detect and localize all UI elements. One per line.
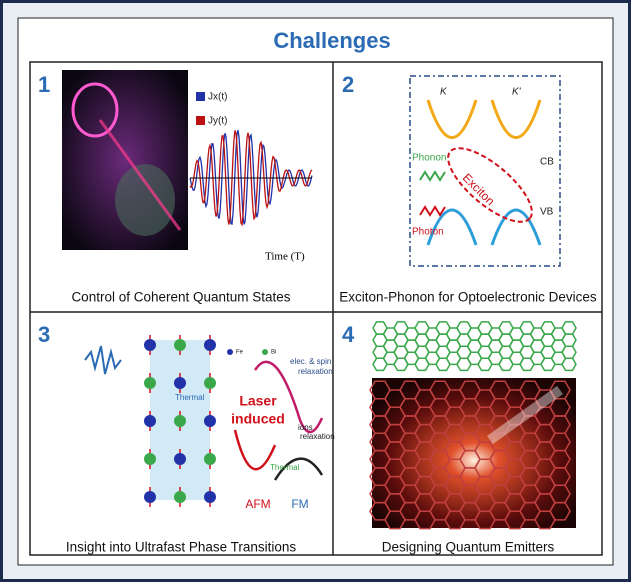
legend-swatch [262, 349, 268, 355]
waveform [189, 129, 313, 227]
atom [144, 491, 156, 503]
hexagon [504, 510, 526, 530]
atom [204, 491, 216, 503]
curve [273, 457, 324, 481]
caption: Designing Quantum Emitters [382, 540, 555, 555]
curve [253, 360, 324, 434]
label: Fe [236, 350, 244, 356]
atom [174, 339, 186, 351]
atom [204, 339, 216, 351]
wave-packet [84, 345, 122, 375]
caption: Insight into Ultrafast Phase Transitions [66, 540, 297, 555]
hexagon [540, 357, 556, 372]
hexagon [372, 357, 388, 372]
title: Challenges [273, 28, 390, 53]
label: Laser [239, 393, 277, 409]
label: Phonon [412, 153, 446, 164]
atom [174, 491, 186, 503]
hexagon [414, 510, 436, 530]
wave-icon [419, 205, 446, 217]
label: relaxation [298, 367, 333, 376]
caption: Exciton-Phonon for Optoelectronic Device… [339, 290, 597, 305]
atom [144, 377, 156, 389]
image [115, 164, 175, 236]
label: Thermal [270, 463, 300, 472]
label: relaxation [300, 432, 335, 441]
hexagon [477, 357, 493, 372]
label: FM [291, 497, 308, 511]
hex-lattice [372, 321, 577, 372]
image [71, 82, 119, 138]
panel-number: 3 [38, 322, 50, 347]
label: elec. & spin [290, 357, 331, 366]
atom [144, 339, 156, 351]
band [490, 99, 542, 139]
hexagon [384, 510, 406, 530]
grid-border [29, 61, 603, 556]
label: VB [540, 207, 554, 218]
label: K' [512, 87, 522, 98]
axis-label: Time (T) [265, 251, 305, 263]
legend-label: Jx(t) [208, 92, 227, 103]
wave-icon [419, 170, 446, 182]
image [98, 119, 182, 231]
wave-line [189, 129, 313, 226]
hex-lattice [369, 380, 571, 530]
hexagon [435, 357, 451, 372]
legend-label: Jy(t) [208, 116, 227, 127]
panel-number: 2 [342, 72, 354, 97]
lattice [144, 335, 216, 507]
hexagon [456, 357, 472, 372]
label: CB [540, 157, 554, 168]
atom [144, 453, 156, 465]
hexagon [444, 510, 466, 530]
ellipse [447, 147, 533, 223]
label: Photon [412, 227, 444, 238]
hexagon [519, 357, 535, 372]
panel-number: 1 [38, 72, 50, 97]
label: AFM [245, 497, 270, 511]
caption: Control of Coherent Quantum States [71, 290, 290, 305]
legend-swatch [227, 349, 233, 355]
band [490, 208, 542, 246]
label: ions [298, 423, 313, 432]
box [409, 75, 561, 267]
atom [204, 453, 216, 465]
label: Thermal [175, 393, 205, 402]
hexagon [414, 357, 430, 372]
label: Bi [271, 350, 276, 356]
curve [233, 429, 277, 471]
hexagon [561, 357, 577, 372]
atom [144, 415, 156, 427]
atom [174, 377, 186, 389]
wave-line [189, 130, 313, 227]
atom [204, 377, 216, 389]
label: induced [231, 411, 285, 427]
atom [204, 415, 216, 427]
label: K [440, 87, 448, 98]
legend-swatch [196, 116, 205, 125]
panel-number: 4 [342, 322, 355, 347]
atom [174, 453, 186, 465]
hexagon [474, 510, 496, 530]
hexagon [498, 357, 514, 372]
band [426, 208, 478, 246]
hexagon [393, 357, 409, 372]
band [426, 99, 478, 139]
atom [174, 415, 186, 427]
hexagon [534, 510, 556, 530]
beam [487, 385, 563, 445]
legend-swatch [196, 92, 205, 101]
